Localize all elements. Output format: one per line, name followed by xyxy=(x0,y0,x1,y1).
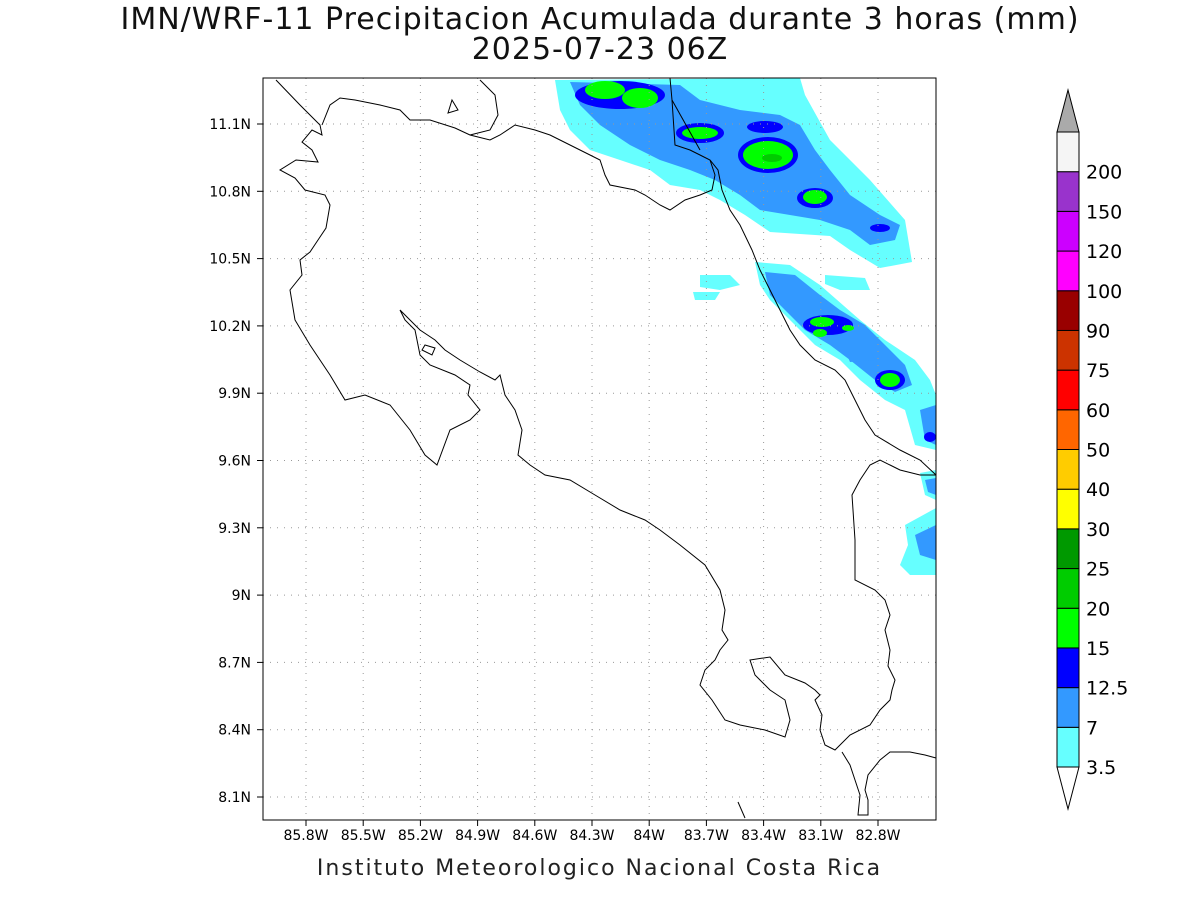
lat-tick-label: 10.2N xyxy=(209,319,251,335)
legend-color-box xyxy=(1056,250,1080,292)
legend-color-box xyxy=(1056,488,1080,530)
lon-tick-label: 85.2W xyxy=(398,828,443,844)
lon-tick-label: 82.8W xyxy=(855,828,900,844)
lat-tick-label: 11.1N xyxy=(209,117,251,133)
legend-color-box xyxy=(1056,687,1080,728)
legend-level-label: 20 xyxy=(1086,598,1110,620)
precip-area-lightblue xyxy=(845,350,875,362)
latitude-axis: 11.1N 10.8N 10.5N 10.2N 9.9N 9.6N 9.3N 9N 8.7N 8.… xyxy=(209,117,263,806)
lat-tick-label: 8.7N xyxy=(218,655,251,671)
legend-color-box xyxy=(1056,528,1080,570)
map-gridlines xyxy=(263,78,936,820)
legend-color-box xyxy=(1056,329,1080,371)
legend-level-label: 50 xyxy=(1086,440,1110,462)
lat-tick-label: 9.6N xyxy=(218,454,251,470)
lat-tick-label: 10.5N xyxy=(209,252,251,268)
lon-tick-label: 85.5W xyxy=(341,828,386,844)
legend-level-label: 3.5 xyxy=(1086,757,1116,779)
map-title: IMN/WRF-11 Precipitacion Acumulada duran… xyxy=(120,2,1080,37)
map-subtitle-date: 2025-07-23 06Z xyxy=(471,32,729,67)
lon-tick-label: 85.8W xyxy=(283,828,328,844)
legend-color-box xyxy=(1056,210,1080,252)
coastline xyxy=(275,77,937,819)
legend-level-label: 75 xyxy=(1086,360,1110,382)
legend-color-box xyxy=(1056,369,1080,411)
legend-color-box xyxy=(1056,607,1080,649)
lat-tick-label: 9N xyxy=(232,588,251,604)
color-legend: 3.5 7 12.5 15 20 25 30 40 50 60 75 90 100 120 150 200 xyxy=(1056,88,1128,811)
legend-over-triangle xyxy=(1056,88,1080,133)
legend-level-label: 200 xyxy=(1086,162,1122,184)
lon-tick-label: 83.1W xyxy=(798,828,843,844)
precip-area-lightblue xyxy=(915,525,936,560)
legend-level-label: 100 xyxy=(1086,281,1122,303)
legend-color-box xyxy=(1056,647,1080,689)
legend-color-box xyxy=(1056,726,1080,768)
longitude-axis: 85.8W 85.5W 85.2W 84.9W 84.6W 84.3W 84W 83.7W 83… xyxy=(283,820,901,844)
lat-tick-label: 8.1N xyxy=(218,790,251,806)
lat-tick-label: 9.3N xyxy=(218,521,251,537)
lon-tick-label: 83.7W xyxy=(684,828,729,844)
precipitation-field xyxy=(555,78,936,575)
legend-color-box xyxy=(1056,449,1080,490)
legend-level-label: 25 xyxy=(1086,559,1110,581)
legend-level-label: 40 xyxy=(1086,479,1110,501)
legend-level-label: 150 xyxy=(1086,201,1122,223)
map-frame xyxy=(262,77,937,821)
legend-level-label: 120 xyxy=(1086,241,1122,263)
legend-level-label: 30 xyxy=(1086,519,1110,541)
lon-tick-label: 84.9W xyxy=(455,828,500,844)
legend-color-box xyxy=(1056,290,1080,331)
lon-tick-label: 84.6W xyxy=(512,828,557,844)
lon-tick-label: 84W xyxy=(633,828,665,844)
legend-color-box xyxy=(1056,171,1080,212)
precip-area-cyan xyxy=(825,275,870,290)
legend-color-box xyxy=(1056,568,1080,609)
legend-level-label: 60 xyxy=(1086,400,1110,422)
lat-tick-label: 10.8N xyxy=(209,184,251,200)
precip-contour-darkgreen xyxy=(762,154,782,162)
lon-tick-label: 84.3W xyxy=(569,828,614,844)
legend-level-label: 12.5 xyxy=(1086,678,1128,700)
footer-credit: Instituto Meteorologico Nacional Costa R… xyxy=(316,856,883,881)
legend-level-label: 15 xyxy=(1086,638,1110,660)
legend-under-triangle xyxy=(1056,766,1080,811)
lon-tick-label: 83.4W xyxy=(741,828,786,844)
legend-color-box xyxy=(1056,131,1080,173)
lat-tick-label: 9.9N xyxy=(218,386,251,402)
lat-tick-label: 8.4N xyxy=(218,723,251,739)
precip-area-lightblue xyxy=(925,478,936,495)
legend-color-box xyxy=(1056,409,1080,450)
precip-area-cyan xyxy=(700,275,740,290)
legend-level-label: 90 xyxy=(1086,320,1110,342)
legend-level-label: 7 xyxy=(1086,717,1098,739)
